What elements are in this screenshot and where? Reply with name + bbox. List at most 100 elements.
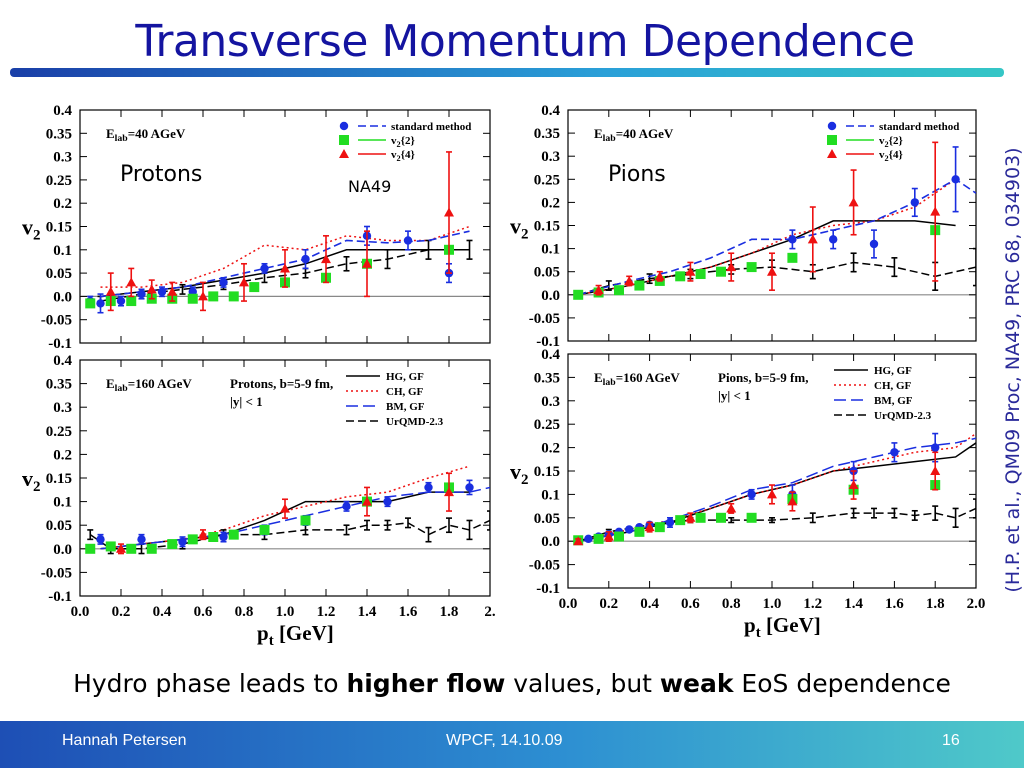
data-point (465, 483, 474, 492)
legend-label: CH, GF (874, 380, 912, 392)
data-point (625, 525, 634, 534)
plot-content (85, 465, 490, 555)
y-tick-label: -0.05 (41, 565, 72, 581)
data-point (219, 532, 228, 542)
y-tick-label: 0.25 (46, 424, 72, 440)
data-point (716, 512, 726, 523)
energy-label: Elab=160 AGeV (594, 370, 680, 388)
y-tick-label: 0.35 (46, 126, 72, 142)
data-point (695, 512, 706, 523)
data-point (695, 269, 706, 280)
data-point (675, 271, 686, 282)
x-tick-label: 0.8 (235, 604, 254, 620)
panel-annotation: NA49 (348, 177, 391, 196)
caption-part: values, but (505, 669, 660, 698)
y-tick-label: -0.05 (529, 311, 560, 327)
data-point (675, 515, 686, 526)
data-point (105, 286, 116, 296)
data-point (198, 529, 208, 539)
data-point (614, 285, 624, 296)
y-tick-label: 0.0 (53, 542, 72, 558)
y-tick-label: 0.1 (53, 243, 72, 259)
data-point (85, 298, 96, 309)
x-tick-label: 1.2 (803, 596, 822, 612)
x-tick-label: 0.0 (559, 596, 578, 612)
x-tick-label: 0.2 (599, 596, 618, 612)
data-point (403, 236, 413, 245)
model-curve (578, 437, 976, 542)
data-point (126, 296, 137, 307)
y-tick-label: 0.3 (541, 394, 560, 410)
caption-bold-weak: weak (659, 669, 734, 698)
x-tick-label: 1.6 (885, 596, 904, 612)
model-curve (100, 225, 470, 288)
legend-marker (339, 121, 349, 131)
data-point (126, 277, 137, 287)
data-point (321, 254, 331, 264)
y-tick-label: -0.1 (48, 589, 72, 605)
legend-marker (827, 121, 837, 131)
slide-caption: Hydro phase leads to higher flow values,… (0, 669, 1024, 698)
y-tick-label: 0.2 (53, 196, 72, 212)
y-tick-label: 0.4 (53, 353, 72, 369)
y-tick-label: 0.4 (541, 103, 560, 119)
y-tick-label: 0.05 (534, 511, 560, 527)
y-tick-label: -0.1 (48, 336, 72, 352)
energy-label: Elab=40 AGeV (594, 126, 674, 144)
y-tick-label: 0.3 (53, 400, 72, 416)
panel-subtitle: Protons, b=5-9 fm, (230, 376, 333, 391)
legend-label: standard method (391, 121, 471, 133)
y-tick-label: -0.1 (536, 334, 560, 350)
data-point (807, 234, 818, 244)
data-point (146, 543, 157, 554)
y-tick-label: 0.2 (53, 447, 72, 463)
y-tick-label: -0.1 (536, 581, 560, 597)
x-tick-label: 2.0 (967, 596, 986, 612)
data-point (342, 502, 351, 511)
energy-label: Elab=160 AGeV (106, 376, 192, 394)
legend-label: HG, GF (874, 365, 912, 377)
x-tick-label: 2. (484, 604, 496, 620)
legend-label: standard method (879, 121, 959, 133)
data-point (208, 291, 219, 302)
data-point (593, 533, 604, 544)
data-point (573, 289, 584, 300)
data-point (208, 532, 219, 542)
data-point (137, 289, 146, 299)
panel-top-right: 0.4 0.35 0.3 0.25 0.2 0.15 0.1 0.05 0.0 -0.05 -0.1… (510, 103, 977, 350)
x-tick-label: 0.4 (153, 604, 172, 620)
citation-text: (H.P. et al., QM09 Proc, NA49, PRC 68, 0… (1002, 147, 1024, 593)
x-tick-label: 1.4 (844, 596, 863, 612)
footer-bar: Hannah Petersen WPCF, 14.10.09 16 (0, 721, 1024, 768)
data-point (685, 512, 696, 522)
data-point (219, 278, 228, 287)
data-point (96, 535, 105, 544)
y-tick-label: 0.0 (541, 534, 560, 550)
legend-marker (339, 149, 349, 158)
plot-content (573, 432, 976, 546)
x-axis-label: pt [GeV] (257, 621, 334, 649)
x-tick-label: 0.6 (681, 596, 700, 612)
data-point (126, 543, 137, 554)
y-tick-label: 0.35 (46, 377, 72, 393)
caption-part: Hydro phase leads to (73, 669, 347, 698)
legend-label: v2{2} (391, 135, 415, 149)
data-point (726, 503, 737, 513)
footer-event: WPCF, 14.10.09 (446, 732, 563, 749)
panel-subtitle-rapidity: |y| < 1 (230, 394, 263, 409)
data-point (654, 522, 665, 533)
model-curve (578, 178, 957, 296)
data-point (228, 529, 239, 540)
y-tick-label: 0.0 (541, 288, 560, 304)
title-underline-bar (10, 68, 1004, 77)
y-axis-label: v2 (510, 214, 529, 243)
legend-label: UrQMD-2.3 (386, 416, 444, 428)
y-tick-label: 0.2 (541, 195, 560, 211)
x-tick-label: 0.2 (112, 604, 131, 620)
y-tick-label: 0.25 (534, 417, 560, 433)
y-axis-label: v2 (22, 466, 41, 495)
legend-marker (339, 135, 349, 145)
data-point (96, 299, 105, 308)
data-point (787, 252, 798, 263)
